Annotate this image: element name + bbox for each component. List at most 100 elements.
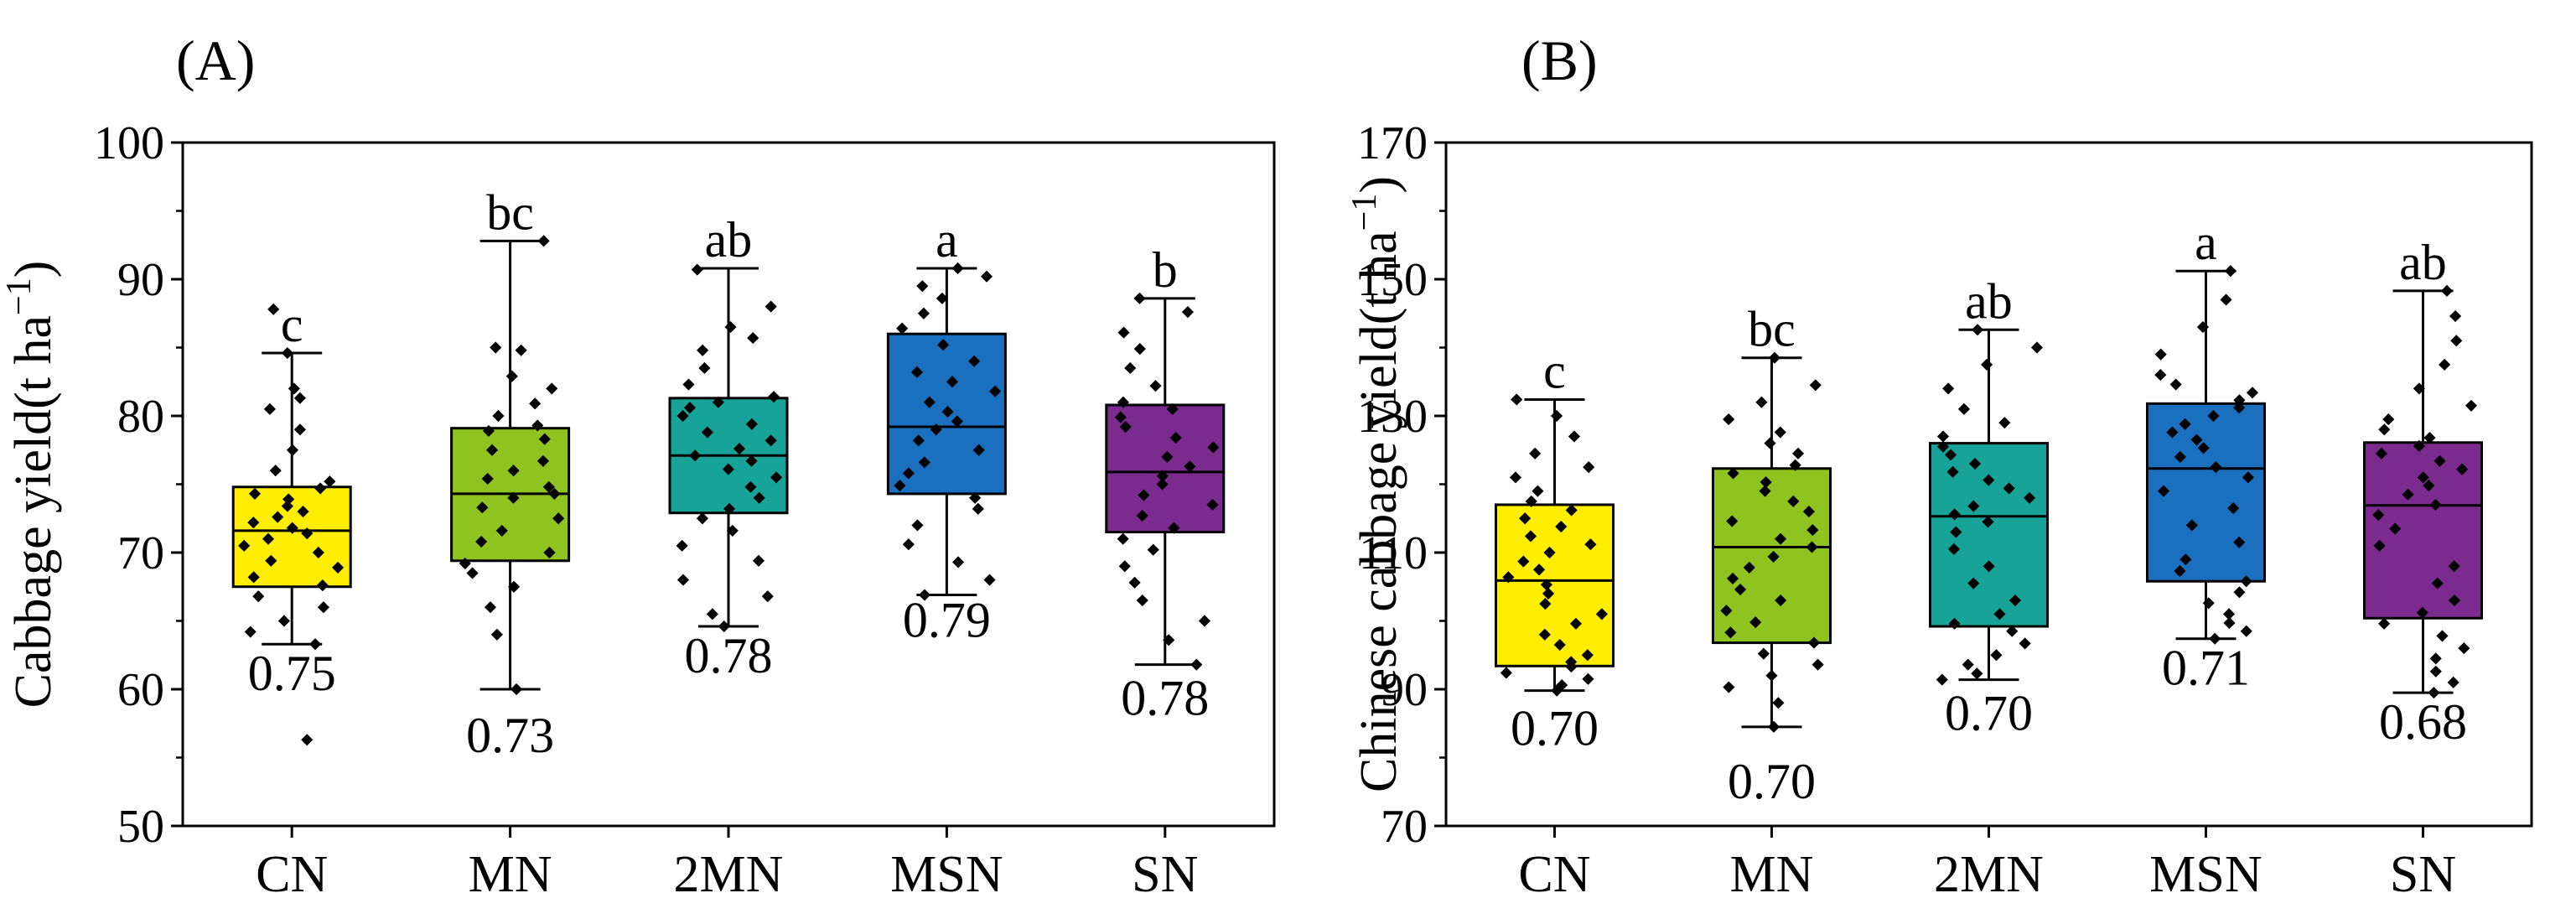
data-point	[490, 341, 502, 354]
data-point	[1156, 478, 1169, 491]
data-point	[2030, 341, 2044, 354]
data-point	[726, 524, 739, 537]
y-tick-label: 130	[1357, 391, 1428, 443]
data-point	[1582, 672, 1594, 685]
data-point	[1128, 576, 1141, 589]
data-point	[930, 423, 942, 436]
data-point	[2439, 358, 2451, 371]
x-category-label: 2MN	[1934, 846, 2044, 903]
data-point	[312, 546, 324, 559]
data-point	[238, 539, 251, 552]
data-point	[1998, 417, 2011, 429]
data-point	[902, 467, 915, 480]
data-point	[536, 454, 550, 467]
data-point	[894, 480, 906, 492]
data-point	[2220, 293, 2232, 306]
data-point	[761, 590, 774, 603]
data-point	[1583, 461, 1595, 474]
data-point	[946, 376, 959, 388]
data-point	[1556, 679, 1568, 692]
data-point	[1184, 460, 1196, 473]
data-point	[548, 487, 561, 500]
data-point	[552, 512, 565, 525]
data-point	[1595, 608, 1608, 620]
data-point	[723, 502, 736, 515]
data-point	[744, 480, 757, 493]
data-point	[1207, 441, 1220, 454]
box-sn: SN b 0.78	[1105, 242, 1226, 903]
data-point	[1568, 430, 1581, 443]
box-iqr	[1929, 442, 2049, 628]
data-point	[1543, 546, 1556, 559]
significance-letter: c	[1543, 343, 1566, 398]
data-point	[1525, 495, 1537, 507]
box-sn: SN ab 0.68	[2363, 235, 2483, 903]
data-point	[1555, 520, 1568, 533]
data-point	[936, 292, 948, 304]
data-point	[262, 532, 275, 545]
data-point	[267, 303, 280, 315]
data-point	[1206, 498, 1219, 511]
data-point	[718, 620, 730, 633]
significance-letter: bc	[486, 184, 534, 240]
data-point	[1755, 396, 1768, 408]
data-point	[918, 589, 931, 601]
data-point	[706, 608, 718, 620]
data-point	[481, 472, 494, 485]
ratio-label: 0.78	[685, 628, 773, 683]
data-point	[529, 397, 542, 410]
data-point	[475, 535, 488, 548]
data-point	[1168, 522, 1180, 534]
data-point	[252, 590, 265, 603]
panel-label: (B)	[1521, 29, 1598, 92]
data-point	[1136, 594, 1148, 607]
data-point	[505, 370, 518, 382]
data-point	[537, 235, 550, 247]
data-point	[1539, 598, 1552, 610]
data-point	[951, 556, 965, 569]
significance-letter: a	[936, 212, 958, 267]
data-point	[485, 444, 499, 456]
ratio-label: 0.78	[1121, 671, 1209, 726]
data-point	[2447, 676, 2459, 688]
data-point	[1169, 432, 1182, 444]
data-point	[531, 419, 544, 432]
data-point	[918, 456, 930, 469]
data-point	[1136, 509, 1148, 522]
data-point	[1962, 658, 1974, 671]
data-point	[542, 480, 555, 493]
data-point	[2240, 625, 2252, 637]
data-point	[983, 574, 996, 586]
data-point	[767, 391, 780, 403]
data-point	[2019, 637, 2031, 650]
data-point	[989, 385, 1002, 397]
x-category-label: MN	[469, 846, 552, 903]
data-point	[916, 280, 929, 293]
data-point	[1540, 579, 1553, 591]
panel-label: (A)	[176, 29, 255, 92]
data-point	[495, 524, 508, 537]
data-point	[1971, 667, 1983, 680]
data-point	[2450, 335, 2463, 347]
data-point	[1538, 628, 1551, 641]
data-point	[676, 574, 690, 586]
x-category-label: CN	[1518, 846, 1590, 903]
ratio-label: 0.79	[903, 593, 991, 648]
ratio-label: 0.75	[248, 646, 336, 701]
data-point	[969, 491, 982, 504]
data-point	[941, 406, 954, 418]
data-point	[1190, 658, 1203, 671]
y-tick-label: 80	[117, 391, 164, 443]
data-point	[911, 519, 924, 532]
y-axis-label: Chinese cabbage yield(t ha−1)	[1345, 176, 1407, 792]
data-point	[1500, 667, 1512, 679]
data-point	[1517, 555, 1530, 568]
data-point	[1981, 358, 1993, 371]
significance-letter: ab	[2399, 235, 2447, 290]
data-point	[2378, 617, 2391, 630]
data-point	[466, 567, 479, 579]
data-point	[2429, 665, 2442, 678]
data-point	[2224, 265, 2237, 278]
y-tick-label: 90	[1381, 664, 1428, 716]
